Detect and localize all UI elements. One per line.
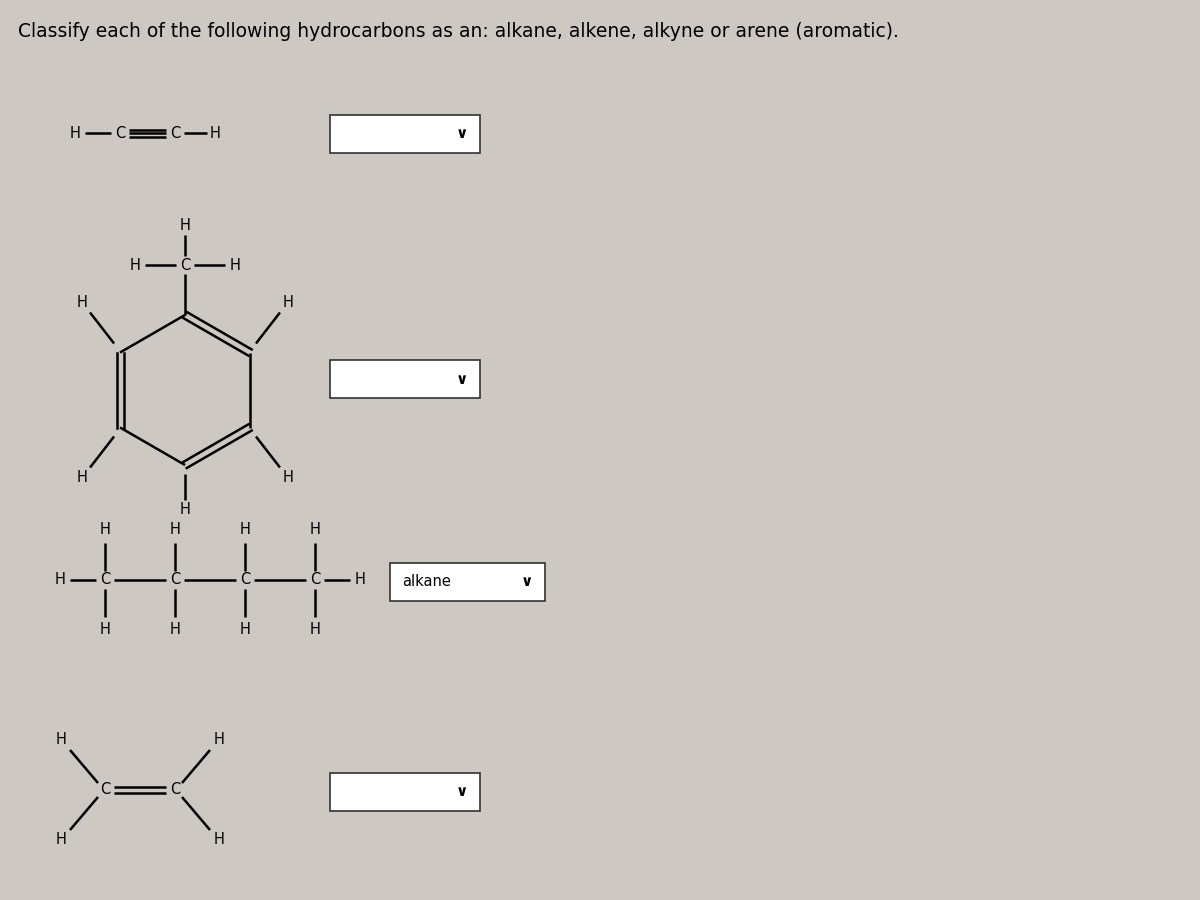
Text: ∨: ∨ [456,785,468,799]
Text: H: H [70,125,80,140]
Text: Classify each of the following hydrocarbons as an: alkane, alkene, alkyne or are: Classify each of the following hydrocarb… [18,22,899,41]
Text: H: H [77,295,88,310]
Text: H: H [55,733,66,748]
Text: C: C [115,125,125,140]
Text: C: C [240,572,250,588]
Text: H: H [100,523,110,537]
Text: H: H [282,295,293,310]
Text: alkane: alkane [402,574,451,590]
Bar [330,773,480,811]
Text: ∨: ∨ [456,127,468,141]
Text: C: C [310,572,320,588]
Text: H: H [100,623,110,637]
Text: H: H [229,257,240,273]
Text: H: H [282,470,293,485]
Text: ∨: ∨ [456,372,468,386]
Text: C: C [170,125,180,140]
Text: H: H [169,623,180,637]
Text: H: H [54,572,66,588]
Text: H: H [310,623,320,637]
Bar [330,360,480,398]
Text: H: H [169,523,180,537]
Text: C: C [100,572,110,588]
Text: H: H [214,733,224,748]
Text: H: H [210,125,221,140]
Bar [390,563,545,601]
Text: H: H [240,523,251,537]
Text: H: H [77,470,88,485]
Text: H: H [130,257,140,273]
Text: C: C [100,782,110,797]
Text: H: H [240,623,251,637]
Text: C: C [180,257,190,273]
Text: H: H [214,832,224,848]
Text: H: H [55,832,66,848]
Text: H: H [180,502,191,518]
Text: ∨: ∨ [521,574,533,590]
Text: H: H [180,218,191,232]
Text: C: C [170,572,180,588]
Text: C: C [170,782,180,797]
Bar [330,115,480,153]
Text: H: H [310,523,320,537]
Text: H: H [354,572,366,588]
